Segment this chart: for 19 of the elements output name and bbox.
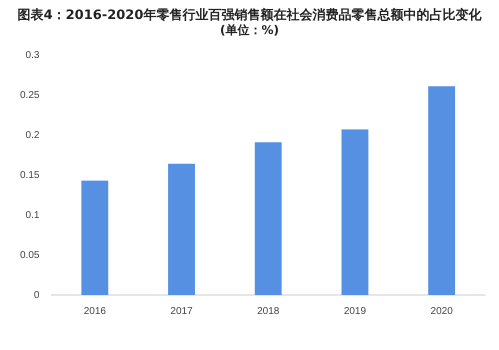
bar	[254, 142, 282, 295]
bar	[342, 129, 368, 295]
bar	[428, 86, 456, 295]
chart-subtitle: (单位：%)	[219, 23, 280, 37]
x-tick-label: 2016	[84, 306, 106, 317]
y-tick-label: 0.2	[26, 130, 40, 141]
x-tick-label: 2017	[170, 306, 194, 317]
y-tick-label: 0.15	[20, 170, 40, 181]
y-tick-label: 0.05	[20, 250, 40, 261]
y-tick-label: 0	[34, 290, 40, 301]
bar	[81, 180, 108, 295]
chart-title: 图表4：2016-2020年零售行业百强销售额在社会消费品零售总额中的占比变化	[16, 6, 482, 23]
x-tick-label: 2018	[257, 306, 280, 317]
bar	[168, 164, 195, 295]
y-tick-label: 0.3	[26, 50, 40, 61]
y-tick-label: 0.25	[20, 90, 40, 101]
x-tick-label: 2020	[430, 306, 454, 317]
y-tick-label: 0.1	[26, 210, 40, 221]
x-tick-label: 2019	[344, 306, 366, 317]
